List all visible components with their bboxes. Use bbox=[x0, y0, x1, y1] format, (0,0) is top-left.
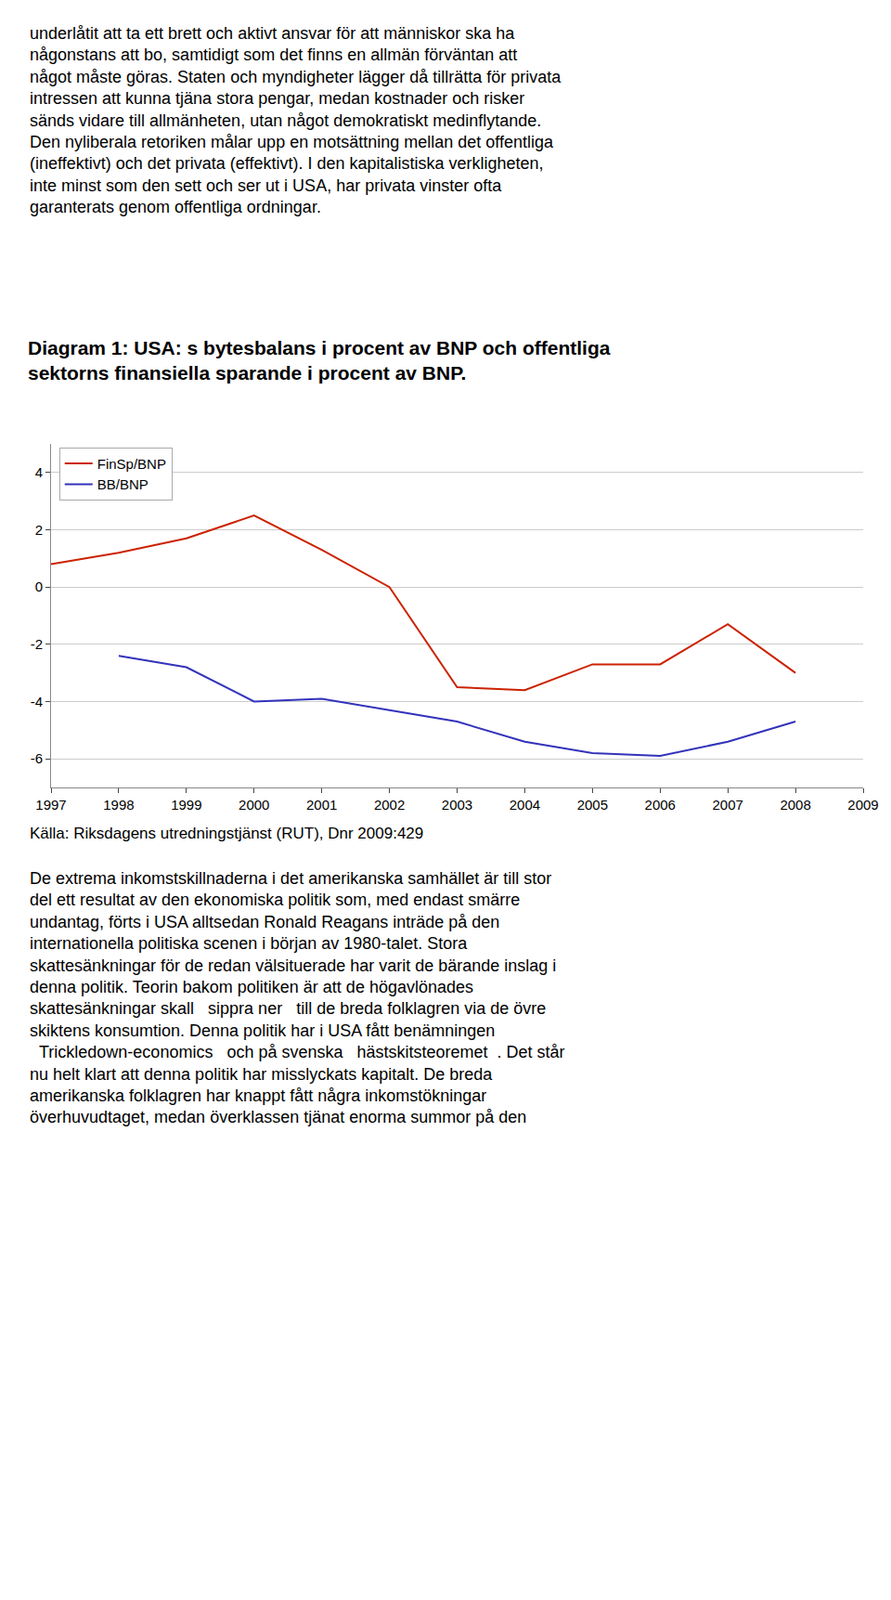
svg-text:1999: 1999 bbox=[170, 796, 202, 813]
svg-text:Diagram 1: USA: s bytesbalans: Diagram 1: USA: s bytesbalans i procent … bbox=[27, 336, 611, 384]
svg-text:-4: -4 bbox=[30, 693, 43, 710]
svg-text:2005: 2005 bbox=[577, 796, 608, 813]
svg-text:-6: -6 bbox=[30, 749, 43, 766]
svg-text:2001: 2001 bbox=[306, 796, 337, 813]
svg-text:Källa: Riksdagens utredningstj: Källa: Riksdagens utredningstjänst (RUT)… bbox=[29, 824, 424, 842]
svg-text:0: 0 bbox=[35, 578, 43, 594]
svg-text:2004: 2004 bbox=[509, 796, 541, 813]
svg-text:2009: 2009 bbox=[847, 796, 879, 813]
svg-text:2003: 2003 bbox=[441, 796, 473, 813]
svg-text:2006: 2006 bbox=[645, 796, 676, 813]
svg-text:2000: 2000 bbox=[238, 796, 270, 813]
svg-text:2007: 2007 bbox=[711, 796, 743, 813]
svg-text:2: 2 bbox=[35, 521, 43, 538]
svg-text:BB/BNP: BB/BNP bbox=[97, 476, 149, 492]
svg-text:underlåtit att ta ett brett oc: underlåtit att ta ett brett och aktivt a… bbox=[29, 24, 562, 217]
svg-text:1998: 1998 bbox=[103, 796, 134, 813]
svg-text:4: 4 bbox=[35, 464, 43, 480]
svg-text:2008: 2008 bbox=[779, 796, 811, 813]
svg-text:FinSp/BNP: FinSp/BNP bbox=[97, 455, 167, 472]
svg-text:2002: 2002 bbox=[374, 796, 405, 813]
svg-text:-2: -2 bbox=[30, 635, 43, 652]
svg-text:1997: 1997 bbox=[35, 796, 66, 813]
svg-text:De extrema inkomstskillnaderna: De extrema inkomstskillnaderna i det ame… bbox=[29, 868, 566, 1126]
